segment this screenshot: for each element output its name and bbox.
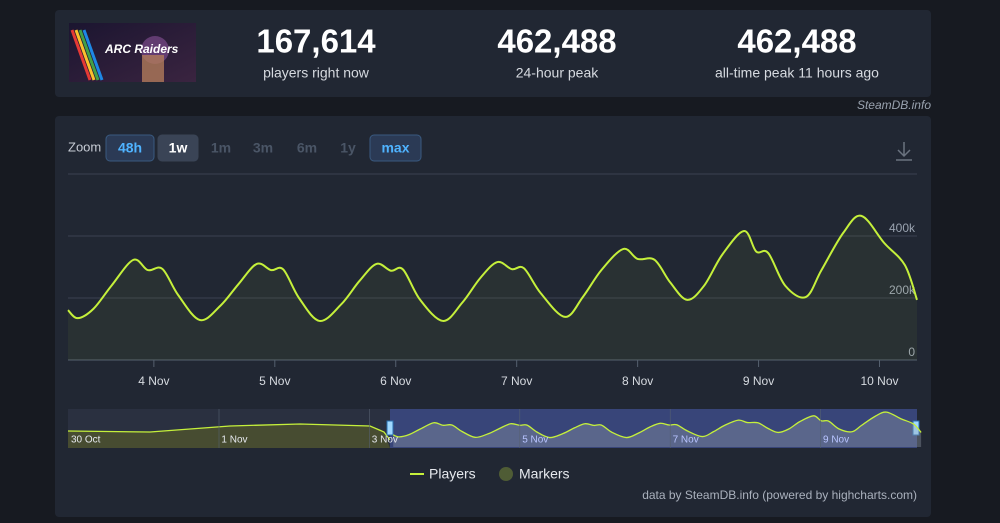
legend-swatch [499,467,513,481]
legend-label[interactable]: Players [429,466,476,482]
download-icon[interactable] [896,142,912,161]
legend-label[interactable]: Markers [519,466,570,482]
stat-value: 462,488 [737,23,856,60]
zoom-button[interactable] [369,134,422,162]
area [68,215,917,360]
chart-panel [55,116,931,517]
x-tick-label: 7 Nov [501,374,532,388]
x-tick-label: 10 Nov [860,374,898,388]
y-tick-label: 0 [908,345,915,359]
logo-stripes [70,29,169,82]
navigator-label: 1 Nov [221,435,247,446]
x-tick-label: 9 Nov [743,374,774,388]
navigator-handle[interactable] [386,420,394,436]
navigator-label: 5 Nov [522,435,548,446]
credits: data by SteamDB.info (powered by highcha… [642,488,917,502]
navigator-label: 7 Nov [673,435,699,446]
navigator-history [68,424,390,448]
x-tick-label: 6 Nov [380,374,411,388]
zoom-option[interactable]: 1w [169,140,188,156]
stat-label: 24-hour peak [516,65,600,81]
y-tick-label: 400k [889,221,916,235]
zoom-option[interactable]: 1m [211,140,231,156]
stat-value: 462,488 [497,23,616,60]
navigator-selection[interactable] [390,409,917,448]
stat-value: 167,614 [256,23,376,60]
credit: SteamDB.info [857,98,931,112]
zoom-button[interactable] [157,134,199,162]
navigator-history-line [67,423,391,441]
navigator-area [393,412,922,447]
zoom-option[interactable]: 6m [297,140,317,156]
zoom-label: Zoom [68,139,101,154]
navigator-handle[interactable] [912,420,920,436]
line [67,214,918,322]
navigator-label: 30 Oct [71,435,101,446]
stat-label: all-time peak 11 hours ago [715,65,879,81]
zoom-option[interactable]: 48h [118,140,142,156]
navigator-line [392,411,922,439]
zoom-option[interactable]: 1y [340,140,356,156]
zoom-option[interactable]: 3m [253,140,273,156]
game-logo: ARC Raiders [104,42,179,56]
x-tick-label: 8 Nov [622,374,653,388]
navigator-label: 3 Nov [372,435,398,446]
zoom-button[interactable] [105,134,155,162]
navigator-label: 9 Nov [823,435,849,446]
zoom-option[interactable]: max [381,140,409,156]
x-tick-label: 5 Nov [259,374,290,388]
stat-label: players right now [263,65,370,81]
x-tick-label: 4 Nov [138,374,169,388]
stats-panel [55,10,931,97]
y-tick-label: 200k [889,283,916,297]
